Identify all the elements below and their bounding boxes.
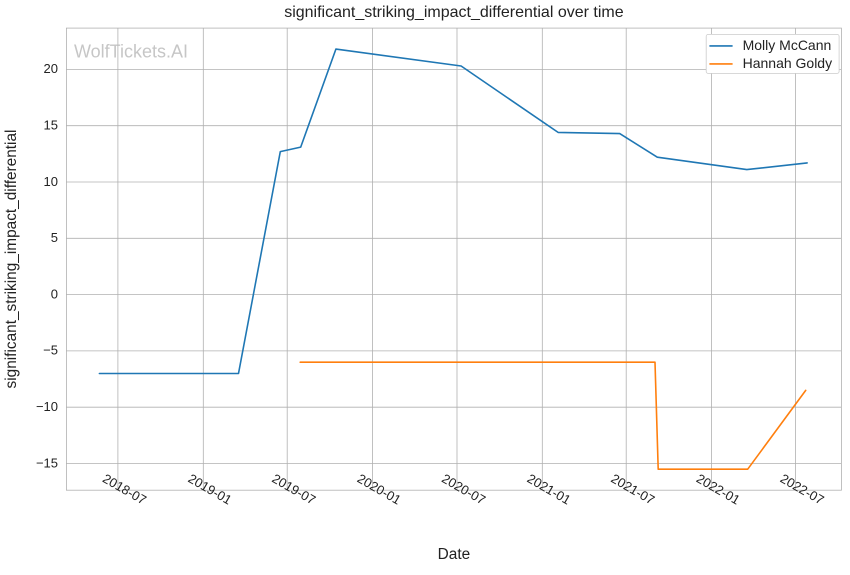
- svg-text:10: 10: [44, 174, 58, 189]
- svg-text:significant_striking_impact_di: significant_striking_impact_differential: [3, 130, 20, 389]
- svg-text:−5: −5: [43, 343, 58, 358]
- svg-text:significant_striking_impact_di: significant_striking_impact_differential…: [284, 4, 624, 21]
- svg-text:−10: −10: [36, 399, 58, 414]
- svg-text:Hannah Goldy: Hannah Goldy: [743, 55, 833, 71]
- svg-text:0: 0: [51, 286, 58, 301]
- svg-text:Date: Date: [438, 546, 471, 563]
- svg-text:20: 20: [44, 61, 58, 76]
- svg-text:WolfTickets.AI: WolfTickets.AI: [74, 41, 188, 61]
- svg-text:Molly McCann: Molly McCann: [743, 37, 832, 53]
- svg-text:5: 5: [51, 230, 58, 245]
- svg-text:−15: −15: [36, 455, 58, 470]
- svg-text:15: 15: [44, 118, 58, 133]
